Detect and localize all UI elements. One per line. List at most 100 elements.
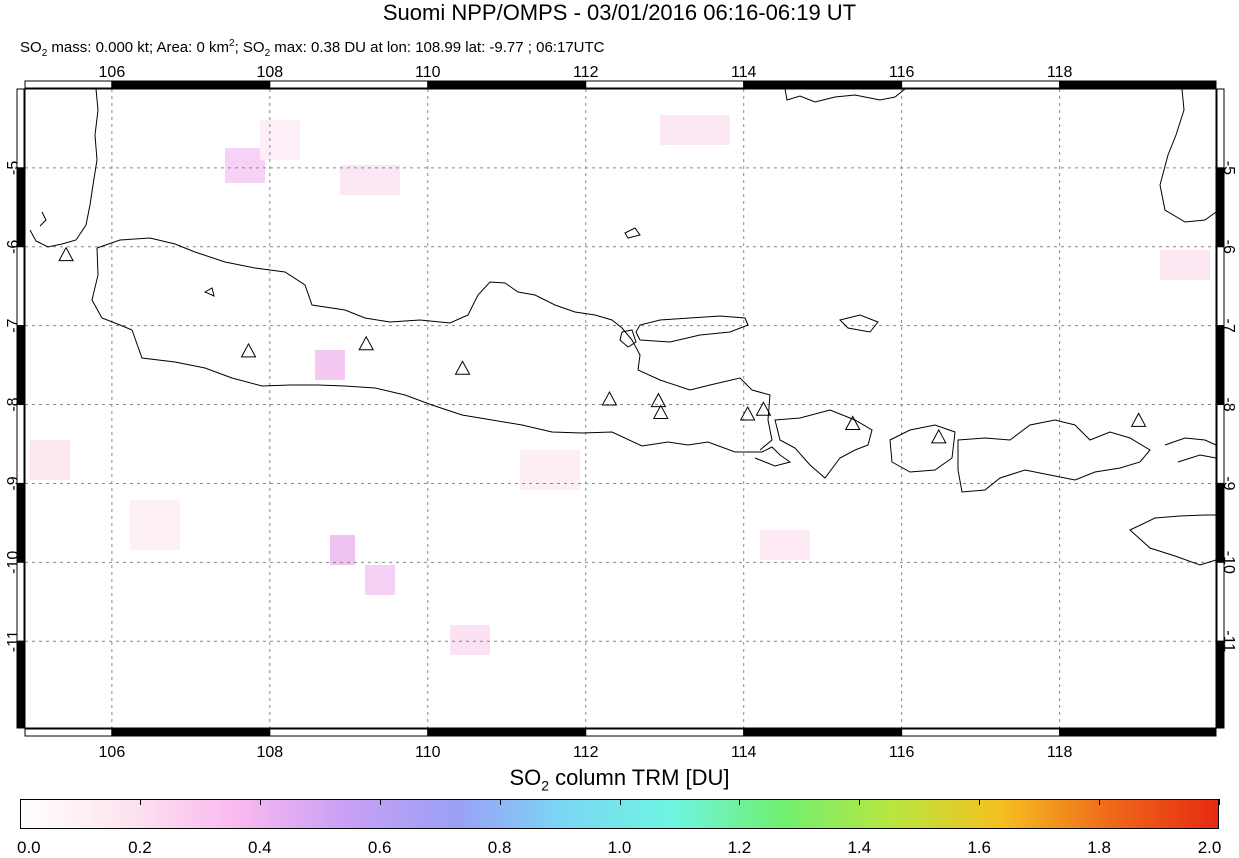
colorbar-tick-label: 2.0 <box>1197 838 1222 857</box>
volcano-markers <box>58 246 1147 444</box>
colorbar-tick-label: 1.2 <box>727 838 752 857</box>
volcano-icon <box>930 428 947 444</box>
volcano-icon <box>650 392 667 408</box>
colorbar-tick-mark <box>1099 799 1101 805</box>
frame-bar <box>1059 80 1217 89</box>
frame-bar <box>427 728 587 737</box>
so2-cell <box>365 565 395 595</box>
colorbar-tick-mark <box>859 799 861 805</box>
frame-bar <box>743 80 903 89</box>
frame-bar <box>1216 88 1225 169</box>
colorbar-tick-label: 1.6 <box>967 838 992 857</box>
lon-tick-top: 114 <box>731 64 757 81</box>
lon-tick-bottom: 114 <box>731 744 757 760</box>
frame-bar <box>111 728 271 737</box>
colorbar-tick-label: 0.6 <box>367 838 392 857</box>
frame-bar <box>16 561 25 642</box>
so2-cell <box>450 625 490 655</box>
colorbar-tick-mark <box>979 799 981 805</box>
frame-bar <box>901 80 1061 89</box>
graticule-grid: 106 106 108 108 110 110 112 112 114 114 116 116 118 1… <box>5 64 1237 760</box>
so2-cell <box>130 500 180 550</box>
coastlines <box>29 88 1217 566</box>
map-subtitle: SO2 mass: 0.000 kt; Area: 0 km2; SO2 max… <box>20 38 605 59</box>
frame-bar <box>901 728 1061 737</box>
so2-pixel-cells <box>30 115 1210 655</box>
colorbar-tick-label: 1.4 <box>847 838 872 857</box>
colorbar-tick-mark <box>139 799 141 805</box>
colorbar-tick-label: 0.2 <box>128 838 152 857</box>
colorbar-tick-label: 0.4 <box>247 838 272 857</box>
frame-bar <box>427 80 587 89</box>
lon-tick-top: 118 <box>1047 64 1073 81</box>
frame-bar <box>1059 728 1217 737</box>
frame-bar <box>16 246 25 327</box>
colorbar-tick-mark <box>739 799 741 805</box>
frame-bar <box>16 167 25 248</box>
lon-tick-bottom: 116 <box>889 744 915 760</box>
map-border <box>24 88 1217 729</box>
so2-cell <box>260 120 300 160</box>
lon-tick-bottom: 106 <box>99 744 126 760</box>
volcano-icon <box>601 390 618 406</box>
frame-bar <box>1216 640 1225 729</box>
volcano-icon <box>358 335 375 351</box>
frame-bar <box>24 80 113 89</box>
lon-tick-top: 110 <box>415 64 441 81</box>
frame-bar <box>1216 482 1225 563</box>
lon-tick-bottom: 108 <box>256 744 283 760</box>
frame-bar <box>16 88 25 169</box>
frame-bar <box>1216 167 1225 248</box>
frame-bar <box>16 404 25 484</box>
volcano-icon <box>1130 412 1147 427</box>
volcano-icon <box>844 415 861 430</box>
frame-bar <box>743 728 903 737</box>
colorbar-tick-label: 1.0 <box>607 838 632 857</box>
frame-bar <box>16 640 25 729</box>
frame-bar <box>269 728 429 737</box>
colorbar-tick-label: 1.8 <box>1087 838 1111 857</box>
frame-bar <box>585 728 745 737</box>
frame-bar <box>16 482 25 563</box>
so2-cell <box>30 440 70 480</box>
frame-bar <box>269 80 429 89</box>
frame-bar <box>16 325 25 406</box>
volcano-icon <box>755 401 772 416</box>
lon-tick-top: 112 <box>573 64 599 81</box>
so2-cell <box>340 165 400 195</box>
volcano-icon <box>739 405 756 421</box>
colorbar-tick-mark <box>499 799 501 805</box>
so2-cell <box>1160 250 1210 280</box>
volcano-icon <box>58 246 74 262</box>
colorbar-tick-mark <box>259 799 261 805</box>
frame-bar <box>24 728 113 737</box>
so2-cell <box>330 535 355 565</box>
frame-bar <box>1216 404 1225 484</box>
colorbar-tick-mark <box>619 799 621 805</box>
so2-map: 106 106 108 108 110 110 112 112 114 114 116 116 118 1… <box>5 64 1237 760</box>
so2-cell <box>315 350 345 380</box>
frame-bar <box>585 80 745 89</box>
so2-cell <box>660 115 730 145</box>
colorbar-title: SO2 column TRM [DU] <box>509 765 730 794</box>
lon-tick-top: 108 <box>256 64 283 81</box>
colorbar-tick-mark <box>379 799 381 805</box>
lon-tick-bottom: 112 <box>573 744 599 760</box>
lon-tick-top: 106 <box>99 64 126 81</box>
lon-tick-top: 116 <box>889 64 915 81</box>
so2-cell <box>520 450 580 490</box>
colorbar-tick-mark <box>1219 799 1220 805</box>
frame-bar <box>111 80 271 89</box>
colorbar-tick-label: 0.8 <box>487 838 512 857</box>
so2-cell <box>760 530 810 560</box>
volcano-icon <box>652 404 669 419</box>
so2-cell <box>225 148 265 183</box>
frame-bar <box>1216 325 1225 406</box>
colorbar-tick-mark <box>20 799 21 805</box>
lon-tick-bottom: 110 <box>415 744 441 760</box>
map-title: Suomi NPP/OMPS - 03/01/2016 06:16-06:19 … <box>382 0 857 25</box>
lon-tick-bottom: 118 <box>1047 744 1073 760</box>
volcano-icon <box>240 342 257 358</box>
map-frame <box>16 80 1225 737</box>
volcano-icon <box>454 360 471 375</box>
